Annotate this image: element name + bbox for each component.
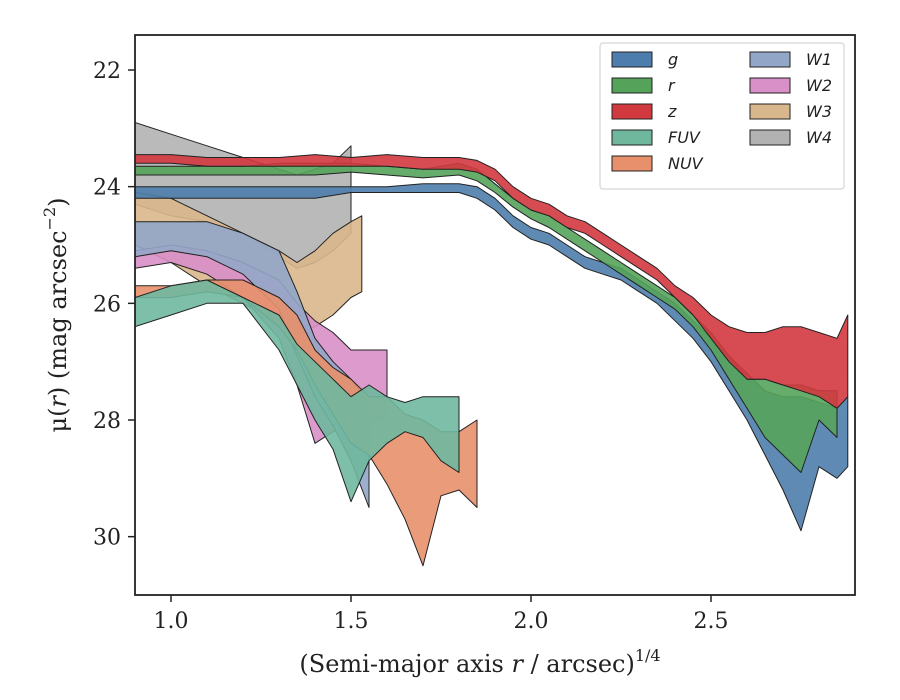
legend-label: W3 bbox=[806, 102, 832, 121]
legend-label: FUV bbox=[668, 128, 701, 147]
legend-swatch bbox=[611, 103, 653, 120]
series-band-fuv bbox=[135, 279, 460, 503]
y-tick-label: 22 bbox=[93, 59, 121, 84]
legend-label: g bbox=[668, 50, 678, 69]
x-axis-label: (Semi-major axis r / arcsec)1/4 bbox=[299, 646, 660, 678]
y-axis: 22 24 26 28 30 bbox=[93, 59, 135, 551]
legend-item-w4: W4 bbox=[749, 128, 832, 147]
series-band-g bbox=[135, 183, 849, 532]
legend-swatch bbox=[749, 51, 791, 68]
legend-item-w3: W3 bbox=[749, 102, 832, 121]
legend-label: W4 bbox=[806, 128, 832, 147]
legend-item-fuv: FUV bbox=[611, 128, 701, 147]
legend-swatch bbox=[611, 129, 653, 146]
series-band-z bbox=[135, 154, 849, 409]
x-tick-label: 1.5 bbox=[334, 609, 369, 634]
legend-label: r bbox=[668, 76, 676, 95]
y-axis-label: μ(r) (mag arcsec−2) bbox=[40, 197, 72, 432]
legend-item-w2: W2 bbox=[749, 76, 832, 95]
legend-swatch bbox=[749, 77, 791, 94]
legend-swatch bbox=[749, 129, 791, 146]
legend-swatch bbox=[611, 155, 653, 172]
x-tick-label: 1.0 bbox=[154, 609, 189, 634]
y-tick-label: 30 bbox=[93, 526, 121, 551]
legend: grz FUV NUV W1 W2 W3 W4 bbox=[599, 42, 845, 190]
x-tick-label: 2.5 bbox=[694, 609, 729, 634]
legend-item-nuv: NUV bbox=[611, 154, 704, 173]
y-tick-label: 28 bbox=[93, 409, 121, 434]
plot-frame bbox=[134, 34, 856, 596]
series-layer bbox=[135, 122, 849, 567]
legend-item-w1: W1 bbox=[749, 50, 832, 69]
legend-label: W1 bbox=[806, 50, 832, 69]
legend-swatch bbox=[611, 77, 653, 94]
legend-item-z: z bbox=[611, 102, 677, 121]
legend-swatch bbox=[611, 51, 653, 68]
y-tick-label: 26 bbox=[93, 292, 121, 317]
legend-label: NUV bbox=[668, 154, 704, 173]
x-tick-label: 2.0 bbox=[514, 609, 549, 634]
legend-swatch bbox=[749, 103, 791, 120]
y-tick-label: 24 bbox=[93, 176, 121, 201]
legend-label: z bbox=[667, 102, 677, 121]
x-axis: 1.0 1.5 2.0 2.5 bbox=[154, 595, 729, 634]
legend-item-r: r bbox=[611, 76, 676, 95]
legend-label: W2 bbox=[806, 76, 832, 95]
legend-item-g: g bbox=[611, 50, 678, 69]
